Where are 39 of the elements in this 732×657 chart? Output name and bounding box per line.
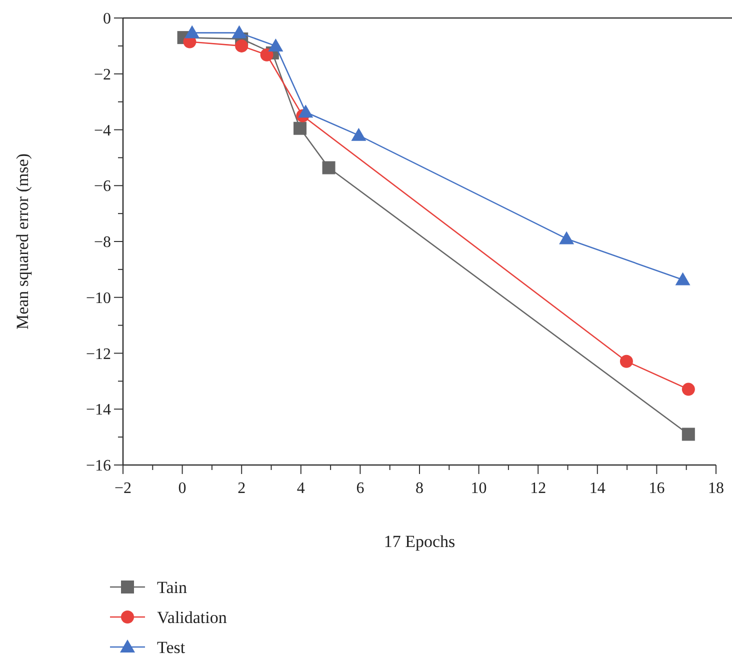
legend-label: Tain: [157, 578, 188, 597]
point: [260, 48, 274, 62]
x-tick-label: 12: [530, 480, 546, 497]
x-tick-label: −2: [114, 480, 132, 497]
y-tick-label: 0: [103, 10, 111, 28]
x-axis-title: 17 Epochs: [384, 532, 456, 551]
x-tick-label: 4: [296, 480, 305, 497]
point: [351, 128, 366, 141]
point: [675, 272, 690, 286]
x-tick-label: 8: [416, 480, 424, 497]
point: [682, 382, 695, 396]
y-tick-label: −8: [94, 234, 111, 252]
point: [235, 39, 248, 52]
point: [232, 25, 247, 38]
point: [322, 161, 336, 174]
point: [298, 104, 314, 118]
point: [559, 231, 574, 244]
y-tick-label: −14: [86, 402, 111, 419]
y-tick-label: −6: [94, 178, 111, 196]
legend-label: Test: [157, 638, 186, 657]
x-tick-label: 14: [589, 480, 606, 497]
y-tick-label: −10: [86, 290, 111, 307]
x-tick-label: 16: [648, 480, 665, 497]
legend-label: Validation: [157, 608, 228, 627]
y-tick-label: −16: [86, 458, 111, 475]
x-tick-label: 6: [356, 480, 364, 497]
y-tick-label: −2: [94, 66, 111, 84]
y-axis-title: Mean squared error (mse): [13, 153, 32, 330]
point: [620, 354, 633, 368]
y-tick-label: −4: [94, 122, 111, 140]
x-tick-label: 18: [708, 480, 724, 497]
point: [268, 38, 284, 52]
x-tick-label: 10: [470, 480, 487, 497]
point: [682, 428, 695, 441]
x-tick-label: 2: [238, 480, 246, 497]
x-tick-label: 0: [178, 480, 186, 497]
point: [294, 122, 307, 135]
y-tick-label: −12: [86, 346, 111, 363]
point: [184, 25, 200, 38]
